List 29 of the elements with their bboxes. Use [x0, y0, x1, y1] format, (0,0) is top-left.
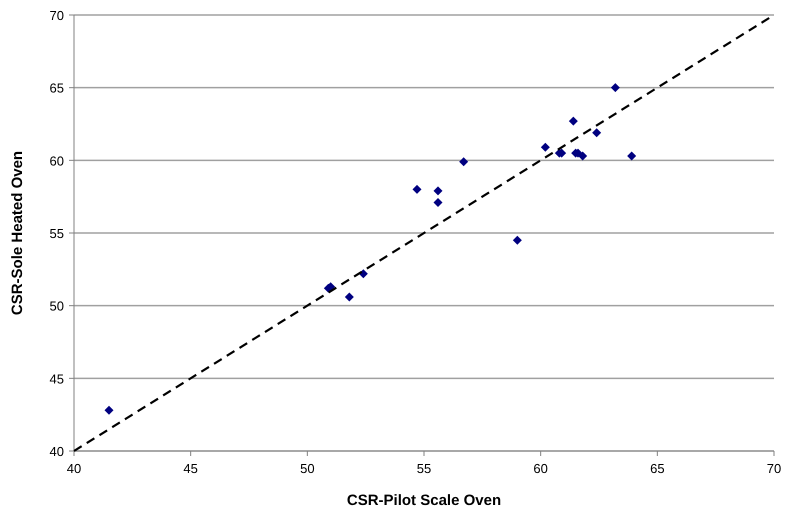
point: [592, 128, 602, 138]
y-tick-label: 40: [50, 444, 64, 459]
x-tick-label: 65: [650, 461, 665, 476]
point: [578, 151, 588, 160]
y-tick-label: 65: [50, 80, 64, 96]
y-tick-label: 45: [50, 371, 64, 386]
y-tick-label: 70: [50, 8, 64, 23]
point: [540, 142, 550, 152]
y-tick-label: 55: [50, 226, 64, 241]
x-axis-title: CSR-Pilot Scale Oven: [346, 492, 502, 509]
y-tick-label: 60: [50, 153, 64, 168]
point: [568, 116, 578, 126]
y-tick-label: 50: [50, 298, 64, 314]
point: [344, 292, 354, 302]
x-tick-label: 55: [416, 461, 432, 476]
x-tick-label: 50: [300, 461, 315, 476]
point: [627, 151, 636, 160]
point: [459, 157, 468, 166]
point: [610, 83, 620, 92]
x-tick-label: 70: [766, 461, 782, 476]
point: [412, 184, 422, 194]
point: [434, 198, 442, 207]
x-tick-label: 60: [533, 461, 548, 476]
x-tick-label: 45: [183, 461, 198, 476]
y-axis-title: CSR-Sole Heated Oven: [9, 150, 26, 316]
point: [434, 186, 442, 196]
x-tick-label: 40: [66, 461, 82, 476]
point: [104, 406, 114, 415]
point: [512, 236, 522, 245]
